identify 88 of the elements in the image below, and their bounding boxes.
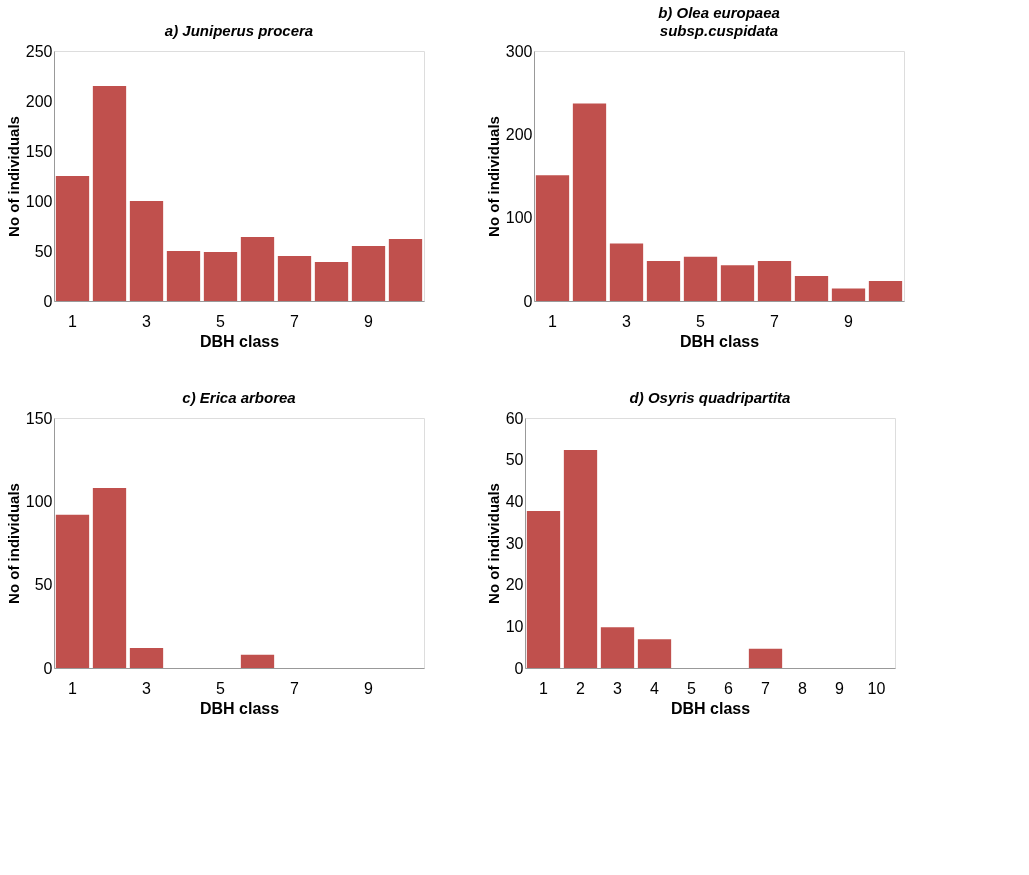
bar [277, 256, 312, 301]
y-tick-label: 0 [43, 659, 53, 677]
x-tick-label: 2 [576, 679, 586, 697]
bar [683, 256, 718, 301]
bar [240, 654, 275, 668]
x-tick-label: 9 [835, 679, 845, 697]
x-tick-label: 5 [216, 679, 226, 697]
bar [831, 288, 866, 301]
bar [314, 262, 349, 301]
bar [351, 246, 386, 301]
y-tick-label: 100 [505, 209, 533, 227]
bar [757, 261, 792, 301]
y-axis-title: No of individuals [484, 116, 502, 237]
y-tick-label: 200 [505, 125, 533, 143]
x-tick-label: 7 [761, 679, 771, 697]
x-axis-title: DBH class [679, 332, 760, 350]
chart-title: b) Olea europaea [658, 4, 780, 21]
x-tick-label: 10 [867, 679, 886, 697]
y-tick-label: 30 [505, 534, 524, 552]
x-tick-label: 9 [364, 679, 374, 697]
bar [572, 103, 607, 301]
y-axis-title: No of individuals [484, 483, 502, 604]
x-tick-label: 1 [548, 312, 558, 330]
y-tick-label: 200 [25, 92, 53, 110]
bar [868, 281, 903, 301]
x-tick-label: 1 [539, 679, 549, 697]
bar [794, 276, 829, 301]
y-tick-label: 20 [505, 576, 524, 594]
bar [388, 239, 423, 301]
x-tick-label: 4 [650, 679, 660, 697]
y-tick-label: 50 [34, 242, 53, 260]
y-tick-label: 10 [505, 617, 524, 635]
chart-subtitle: subsp.cuspidata [659, 22, 779, 39]
chart-title: c) Erica arborea [182, 389, 296, 406]
bar [646, 261, 681, 301]
y-tick-label: 60 [505, 409, 524, 427]
bar [609, 243, 644, 301]
bar [563, 450, 598, 668]
bar [535, 175, 570, 301]
bar [637, 639, 672, 668]
x-axis-title: DBH class [199, 699, 280, 717]
y-tick-label: 150 [25, 142, 53, 160]
x-axis-title: DBH class [670, 699, 751, 717]
y-tick-label: 250 [25, 42, 53, 60]
bar [129, 201, 164, 301]
x-tick-label: 9 [844, 312, 854, 330]
y-tick-label: 50 [505, 451, 524, 469]
y-tick-label: 150 [25, 409, 53, 427]
x-tick-label: 7 [290, 679, 300, 697]
x-tick-label: 3 [622, 312, 632, 330]
bar [166, 251, 201, 301]
y-tick-label: 0 [43, 292, 53, 310]
bar [92, 86, 127, 301]
chart-title: a) Juniperus procera [164, 22, 314, 39]
bar [600, 627, 635, 668]
bar [203, 252, 238, 301]
x-tick-label: 1 [68, 679, 78, 697]
x-tick-label: 5 [216, 312, 226, 330]
y-tick-label: 40 [505, 492, 524, 510]
y-axis-title: No of individuals [4, 483, 22, 604]
chart-title: d) Osyris quadripartita [629, 389, 791, 406]
x-tick-label: 5 [687, 679, 697, 697]
x-tick-label: 9 [364, 312, 374, 330]
x-tick-label: 7 [770, 312, 780, 330]
x-tick-label: 3 [613, 679, 623, 697]
y-tick-label: 50 [34, 576, 53, 594]
x-axis-title: DBH class [199, 332, 280, 350]
bar [240, 237, 275, 301]
x-tick-label: 3 [142, 312, 152, 330]
x-tick-label: 6 [724, 679, 734, 697]
x-tick-label: 5 [696, 312, 706, 330]
y-tick-label: 100 [25, 492, 53, 510]
bar [526, 510, 561, 668]
bar [92, 488, 127, 668]
x-tick-label: 1 [68, 312, 78, 330]
y-tick-label: 300 [505, 42, 533, 60]
bar [720, 265, 755, 301]
y-tick-label: 0 [514, 659, 524, 677]
x-tick-label: 8 [798, 679, 808, 697]
y-tick-label: 0 [523, 292, 533, 310]
y-tick-label: 100 [25, 192, 53, 210]
bar [55, 176, 90, 301]
x-tick-label: 3 [142, 679, 152, 697]
y-axis-title: No of individuals [4, 116, 22, 237]
x-tick-label: 7 [290, 312, 300, 330]
bar [748, 648, 783, 668]
bar [129, 648, 164, 668]
bar [55, 514, 90, 668]
